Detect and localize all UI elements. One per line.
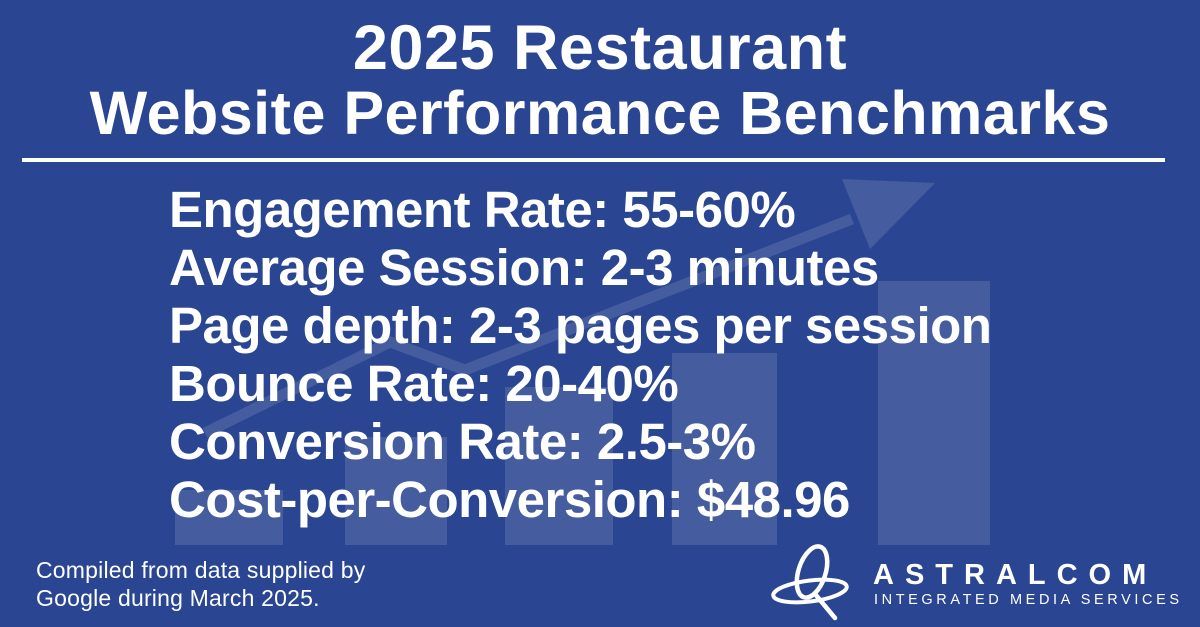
trend-arrow-icon	[842, 179, 935, 249]
page-title: 2025 Restaurant Website Performance Benc…	[0, 14, 1200, 144]
title-divider	[22, 158, 1165, 162]
brand-tagline: INTEGRATED MEDIA SERVICES	[874, 592, 1183, 608]
benchmark-stats-list: Engagement Rate: 55-60% Average Session:…	[169, 181, 992, 529]
watermark-bar-1	[175, 490, 283, 545]
watermark-trend-line	[202, 213, 854, 438]
stat-bounce-rate: Bounce Rate: 20-40%	[169, 355, 679, 412]
data-source-note: Compiled from data supplied by Google du…	[36, 556, 365, 612]
stat-conversion-rate: Conversion Rate: 2.5-3%	[169, 413, 756, 470]
data-source-line-2: Google during March 2025.	[36, 585, 320, 611]
brand-name: ASTRALCOM	[873, 559, 1158, 591]
title-line-2: Website Performance Benchmarks	[89, 79, 1111, 147]
astralcom-logo-icon	[771, 544, 849, 621]
logo-orbit-ellipse	[771, 577, 849, 605]
logo-loop-ellipse	[794, 544, 830, 600]
watermark-bar-2	[345, 437, 447, 545]
watermark-bar-4	[672, 353, 777, 545]
stat-cost-per-conversion: Cost-per-Conversion: $48.96	[169, 471, 850, 528]
logo-tail-stroke	[812, 591, 838, 621]
stat-engagement-rate: Engagement Rate: 55-60%	[169, 181, 796, 238]
watermark-bar-3	[505, 387, 613, 545]
watermark-bar-5	[878, 281, 990, 545]
data-source-line-1: Compiled from data supplied by	[36, 557, 366, 583]
stat-average-session: Average Session: 2-3 minutes	[169, 239, 879, 296]
title-line-1: 2025 Restaurant	[352, 13, 848, 83]
stat-page-depth: Page depth: 2-3 pages per session	[169, 297, 992, 354]
